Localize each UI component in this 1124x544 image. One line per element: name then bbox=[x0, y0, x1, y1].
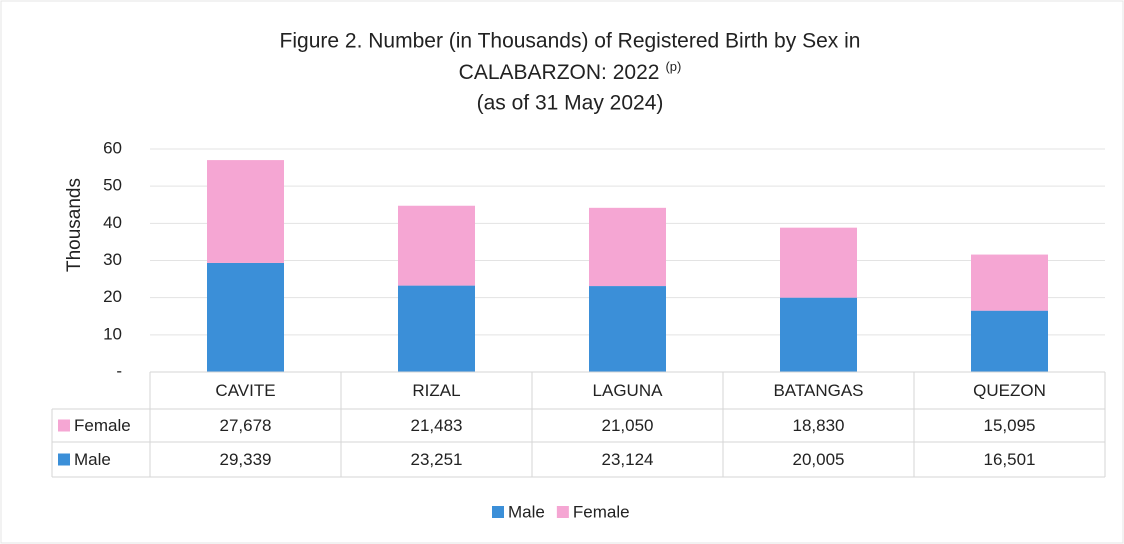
bar-segment bbox=[971, 310, 1048, 372]
table-row-label: Male bbox=[74, 450, 111, 469]
x-tick-label: QUEZON bbox=[973, 381, 1046, 400]
bar-segment bbox=[398, 205, 475, 286]
x-tick-label: RIZAL bbox=[412, 381, 460, 400]
x-tick-label: LAGUNA bbox=[593, 381, 664, 400]
bar-segment bbox=[207, 262, 284, 372]
bar-segment bbox=[589, 207, 666, 287]
bar-segment bbox=[207, 160, 284, 263]
y-axis-label: Thousands bbox=[64, 178, 85, 272]
data-label: 23,251 bbox=[411, 450, 463, 469]
legend-label: Male bbox=[508, 502, 545, 521]
data-label: 23,124 bbox=[602, 450, 654, 469]
table-legend-key bbox=[58, 419, 70, 432]
x-tick-label: CAVITE bbox=[215, 381, 275, 400]
bar-segment bbox=[780, 297, 857, 372]
chart-title: Figure 2. Number (in Thousands) of Regis… bbox=[280, 30, 861, 53]
legend-label: Female bbox=[573, 502, 630, 521]
data-label: 18,830 bbox=[793, 416, 845, 435]
chart-title: CALABARZON: 2022 (p) bbox=[459, 59, 682, 83]
y-tick-label: 60 bbox=[103, 138, 122, 157]
bar-segment bbox=[589, 286, 666, 372]
chart-title-text: CALABARZON: 2022 bbox=[459, 61, 660, 84]
table-row-label: Female bbox=[74, 416, 131, 435]
y-tick-label: 30 bbox=[103, 250, 122, 269]
y-tick-label: 20 bbox=[103, 287, 122, 306]
bar-segment bbox=[398, 285, 475, 372]
table-legend-key bbox=[58, 453, 70, 466]
chart-title-superscript: (p) bbox=[665, 59, 681, 74]
x-tick-label: BATANGAS bbox=[773, 381, 863, 400]
data-label: 27,678 bbox=[220, 416, 272, 435]
data-label: 20,005 bbox=[793, 450, 845, 469]
y-tick-label: 10 bbox=[103, 324, 122, 343]
y-tick-label: - bbox=[116, 361, 122, 380]
bar-segment bbox=[780, 227, 857, 298]
legend-key bbox=[556, 506, 569, 518]
data-label: 21,483 bbox=[411, 416, 463, 435]
legend-key bbox=[492, 506, 504, 518]
data-label: 29,339 bbox=[220, 450, 272, 469]
chart-title: (as of 31 May 2024) bbox=[477, 92, 664, 115]
data-label: 21,050 bbox=[602, 416, 654, 435]
y-tick-label: 50 bbox=[103, 176, 122, 195]
data-label: 16,501 bbox=[984, 450, 1036, 469]
data-label: 15,095 bbox=[984, 416, 1036, 435]
bar-segment bbox=[971, 254, 1048, 311]
y-tick-label: 40 bbox=[103, 213, 122, 232]
